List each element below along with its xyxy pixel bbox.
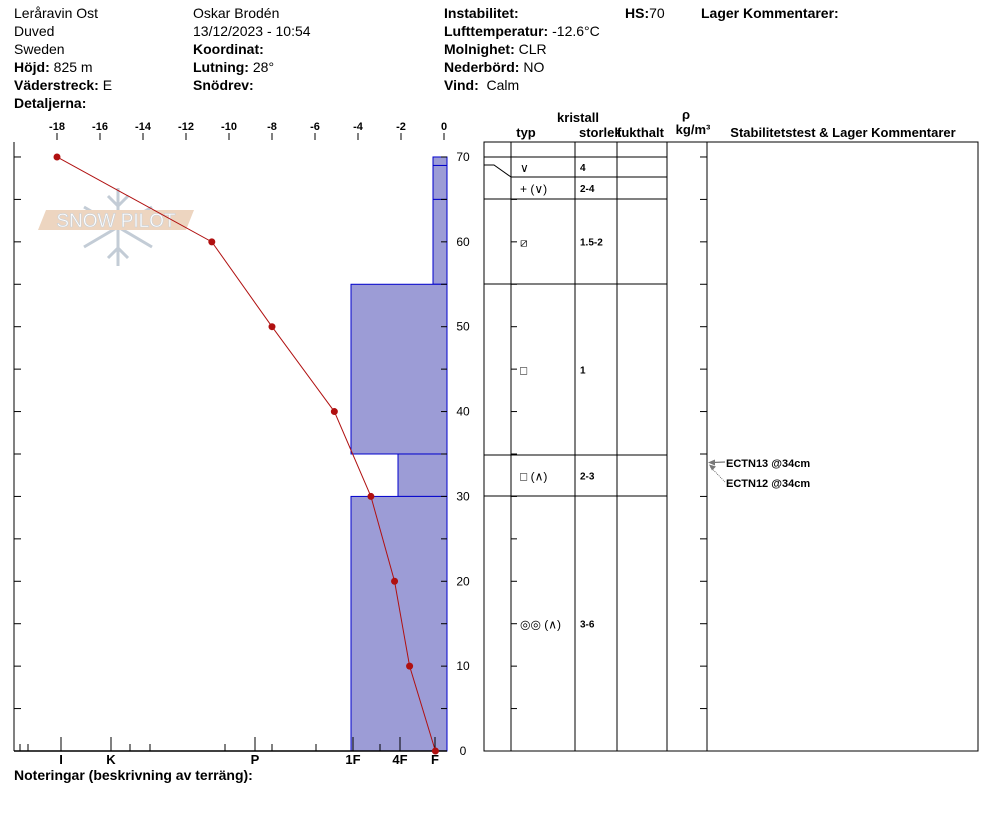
depth-tick-label: 0	[460, 744, 467, 758]
notes-label: Noteringar (beskrivning av terräng):	[14, 767, 253, 783]
temp-tick-label: -4	[353, 121, 364, 133]
crystal-type-symbol: ∨	[520, 161, 529, 175]
temp-tick-label: -2	[396, 121, 406, 133]
crystal-size: 1	[580, 366, 586, 377]
stability-test-label: ECTN12 @34cm	[726, 478, 810, 490]
crystal-size: 1.5-2	[580, 238, 603, 249]
depth-tick-label: 10	[456, 659, 470, 673]
table-frame	[483, 141, 979, 752]
temp-tick-label: -14	[135, 121, 152, 133]
hardness-bar	[350, 495, 448, 752]
elevation: Höjd: 825 m	[14, 59, 93, 75]
header-col-observer: Oskar Brodén 13/12/2023 - 10:54 Koordina…	[193, 4, 311, 94]
hardness-tick-label: I	[59, 752, 63, 767]
crystal-size: 2-3	[580, 472, 595, 483]
snow-drift: Snödrev:	[193, 77, 254, 93]
table-header-type-label: typ	[516, 125, 536, 140]
depth-tick-label: 20	[456, 574, 470, 588]
crystal-type-symbol: □ (∧)	[520, 470, 547, 484]
logo-text: SNOW PILOT	[56, 211, 176, 232]
temp-tick-label: 0	[441, 121, 447, 133]
temperature-point	[53, 153, 61, 161]
temperature-point	[268, 323, 276, 331]
snow-height: HS:70	[625, 5, 665, 21]
hardness-tick-label: K	[106, 752, 116, 767]
hardness-tick-label: P	[251, 752, 260, 767]
temperature-point	[208, 238, 216, 246]
wind: Vind: Calm	[444, 77, 520, 93]
arrowhead-icon	[709, 464, 716, 471]
crystal-size: 4	[580, 163, 586, 174]
hardness-tick-label: 4F	[392, 752, 407, 767]
temp-tick-label: -16	[92, 121, 108, 133]
table-header-moisture-label: fukthalt	[617, 125, 665, 140]
coordinates: Koordinat:	[193, 41, 264, 57]
crystal-size: 3-6	[580, 620, 595, 631]
hardness-tick-label: F	[431, 752, 439, 767]
crystal-type-symbol: ◎◎ (∧)	[520, 618, 561, 632]
table-header-size-label: storlek	[579, 125, 622, 140]
layer-connector	[484, 164, 512, 178]
hardness-bar	[432, 156, 448, 166]
air-temperature: Lufttemperatur: -12.6°C	[444, 23, 600, 39]
hardness-bar	[350, 283, 448, 455]
stability-test-arrow	[709, 466, 726, 483]
aspect: Väderstreck: E	[14, 77, 113, 93]
hardness-bar	[397, 453, 448, 497]
depth-tick-label: 50	[456, 320, 470, 334]
depth-tick-label: 30	[456, 489, 470, 503]
slope: Lutning: 28°	[193, 59, 275, 75]
header-col-location: Leråravin Ost Duved Sweden Höjd: 825 m V…	[14, 4, 112, 112]
crystal-type-symbol: □	[520, 364, 527, 378]
crystal-type-symbol: ⧄	[520, 236, 528, 250]
country: Sweden	[14, 41, 65, 57]
temp-tick-label: -10	[221, 121, 237, 133]
temperature-point	[391, 577, 399, 585]
header-col-weather: Instabilitet: Lufttemperatur: -12.6°C Mo…	[444, 4, 600, 94]
temperature-point	[406, 662, 414, 670]
hardness-bar	[432, 164, 448, 200]
location: Leråravin Ost	[14, 5, 99, 21]
temperature-point	[367, 492, 375, 500]
temperature-line	[56, 156, 436, 752]
hardness-tick-label: 1F	[345, 752, 360, 767]
table-header-density-unit: kg/m³	[676, 122, 711, 137]
table-header-comments-label: Stabilitetstest & Lager Kommentarer	[730, 125, 955, 140]
temp-tick-label: -12	[178, 121, 194, 133]
observer: Oskar Brodén	[193, 5, 280, 21]
crystal-type-symbol: + (∨)	[520, 182, 547, 196]
depth-tick-label: 40	[456, 405, 470, 419]
cloud-cover: Molnighet: CLR	[444, 41, 547, 57]
snow-pilot-logo: SNOW PILOT	[38, 188, 194, 266]
stability-test-label: ECTN13 @34cm	[726, 458, 810, 470]
datetime: 13/12/2023 - 10:54	[193, 23, 311, 39]
table-header-crystal-label: kristall	[557, 110, 599, 125]
temp-tick-label: -6	[310, 121, 320, 133]
crystal-size: 2-4	[580, 184, 595, 195]
temperature-point	[330, 408, 338, 416]
logo-banner	[38, 210, 194, 230]
arrowhead-icon	[708, 459, 715, 466]
temperature-point	[431, 747, 439, 755]
instability: Instabilitet:	[444, 5, 519, 21]
depth-tick-label: 60	[456, 235, 470, 249]
precipitation: Nederbörd: NO	[444, 59, 545, 75]
table-header-density-symbol: ρ	[682, 107, 690, 122]
details: Detaljerna:	[14, 95, 87, 111]
temp-tick-label: -18	[49, 121, 65, 133]
layer-comments-label: Lager Kommentarer:	[701, 5, 839, 21]
temp-tick-label: -8	[267, 121, 277, 133]
area: Duved	[14, 23, 55, 39]
depth-tick-label: 70	[456, 150, 470, 164]
